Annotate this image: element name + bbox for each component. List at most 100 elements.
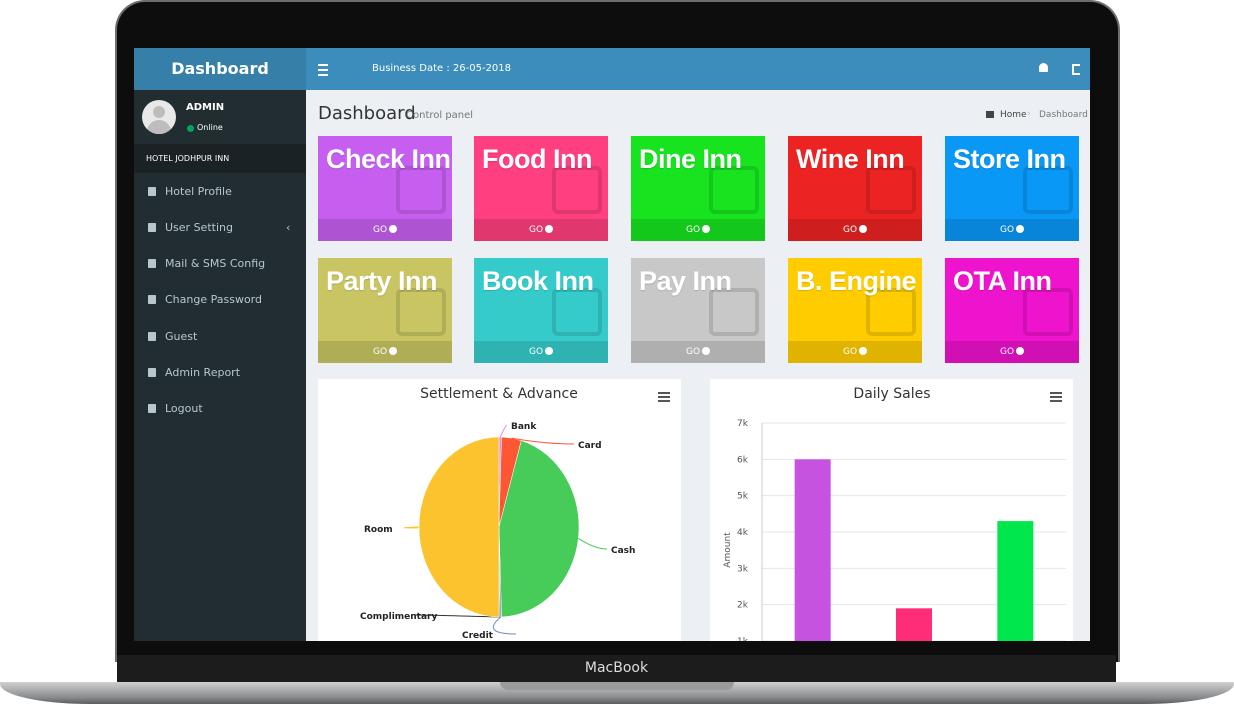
y-tick-label: 6k bbox=[737, 455, 749, 465]
pie-label: Complimentary bbox=[360, 612, 437, 622]
menu-item[interactable]: Logout bbox=[134, 394, 306, 424]
chart-menu-icon bbox=[1050, 400, 1062, 402]
menu-item[interactable]: Change Password bbox=[134, 285, 306, 315]
bell-icon[interactable] bbox=[1039, 63, 1048, 72]
business-date: Business Date : 26-05-2018 bbox=[372, 63, 512, 74]
arrow-icon bbox=[389, 347, 398, 355]
bar bbox=[794, 459, 831, 641]
pie-label: Bank bbox=[511, 422, 537, 432]
tile[interactable]: Wine Inn GO bbox=[788, 136, 922, 241]
tile-link[interactable]: GO bbox=[474, 219, 608, 241]
menu-item[interactable]: User Setting ‹ bbox=[134, 213, 306, 243]
tile-link[interactable]: GO bbox=[788, 341, 922, 363]
chart-menu-icon bbox=[1050, 396, 1062, 398]
menu-item[interactable]: Admin Report bbox=[134, 358, 306, 388]
menu-label: Mail & SMS Config bbox=[165, 257, 266, 270]
pie-slice bbox=[498, 440, 580, 618]
menu-toggle[interactable] bbox=[318, 64, 328, 76]
arrow-icon bbox=[702, 347, 711, 355]
menu-icon bbox=[148, 223, 156, 232]
tile[interactable]: OTA Inn GO bbox=[945, 258, 1079, 363]
tile-label: Pay Inn bbox=[639, 266, 732, 296]
breadcrumb-home[interactable]: Home bbox=[1000, 110, 1027, 120]
tile-link-text[interactable]: GO bbox=[372, 347, 388, 357]
tile[interactable]: Party Inn GO bbox=[318, 258, 452, 363]
tile[interactable]: Pay Inn GO bbox=[631, 258, 765, 363]
pie-label: Room bbox=[364, 525, 393, 535]
screen: Dashboard ADMIN Online HOTEL JODHPUR INN… bbox=[134, 48, 1090, 641]
tile-link-text[interactable]: GO bbox=[999, 225, 1015, 235]
arrow-icon bbox=[545, 225, 554, 233]
arrow-icon bbox=[859, 225, 868, 233]
breadcrumb-sep: › bbox=[1027, 109, 1031, 119]
tile-watermark bbox=[709, 288, 759, 336]
bar-chart: Daily Sales Amount 1k 2k 3k 4k 5k 6k 7k bbox=[723, 386, 1066, 641]
tile-link[interactable]: GO bbox=[631, 341, 765, 363]
logout-icon[interactable] bbox=[1072, 64, 1080, 75]
tile-link[interactable]: GO bbox=[788, 219, 922, 241]
tile-link-text[interactable]: GO bbox=[842, 347, 858, 357]
tile-link-text[interactable]: GO bbox=[685, 347, 701, 357]
tile-link-text[interactable]: GO bbox=[685, 225, 701, 235]
laptop-base bbox=[0, 682, 1234, 704]
tile[interactable]: Book Inn GO bbox=[474, 258, 608, 363]
menu-label: Guest bbox=[165, 330, 198, 343]
tile-link[interactable]: GO bbox=[318, 341, 452, 363]
menu-icon bbox=[148, 332, 156, 341]
arrow-icon bbox=[389, 225, 398, 233]
tile-link[interactable]: GO bbox=[474, 341, 608, 363]
status-dot bbox=[187, 125, 194, 132]
y-tick-label: 7k bbox=[737, 419, 749, 429]
pie-connector bbox=[499, 424, 508, 438]
tile[interactable]: Check Inn GO bbox=[318, 136, 452, 241]
pie-connector bbox=[578, 537, 608, 550]
tile-label: Party Inn bbox=[326, 266, 438, 296]
tile-watermark bbox=[866, 288, 916, 336]
breadcrumb-current: Dashboard bbox=[1039, 110, 1088, 120]
tile-link-text[interactable]: GO bbox=[372, 225, 388, 235]
menu-item[interactable]: Mail & SMS Config bbox=[134, 249, 306, 279]
bar-panel: Daily Sales Amount 1k 2k 3k 4k 5k 6k 7k bbox=[710, 379, 1073, 641]
logo[interactable]: Dashboard bbox=[134, 48, 306, 90]
hotel-bar bbox=[134, 144, 306, 173]
pie-connector bbox=[511, 437, 575, 445]
tile-label: OTA Inn bbox=[953, 266, 1052, 296]
tile-link[interactable]: GO bbox=[631, 219, 765, 241]
tile-link-text[interactable]: GO bbox=[842, 225, 858, 235]
tile[interactable]: Dine Inn GO bbox=[631, 136, 765, 241]
tile-label: B. Engine bbox=[796, 266, 917, 296]
menu-icon bbox=[148, 187, 156, 196]
menu-label: Change Password bbox=[165, 293, 262, 306]
tile[interactable]: Food Inn GO bbox=[474, 136, 608, 241]
tile[interactable]: Store Inn GO bbox=[945, 136, 1079, 241]
tile-link[interactable]: GO bbox=[945, 219, 1079, 241]
y-axis-label: Amount bbox=[723, 532, 733, 568]
arrow-icon bbox=[545, 347, 554, 355]
tile-label: Food Inn bbox=[482, 144, 592, 174]
tile-link[interactable]: GO bbox=[945, 341, 1079, 363]
menu-arrow: ‹ bbox=[286, 221, 291, 234]
arrow-icon bbox=[702, 225, 711, 233]
y-tick-label: 4k bbox=[737, 528, 749, 538]
bar bbox=[896, 608, 932, 641]
menu-label: Hotel Profile bbox=[165, 185, 232, 198]
user-status: Online bbox=[197, 123, 223, 132]
menu-item[interactable]: Guest bbox=[134, 322, 306, 352]
tile[interactable]: B. Engine GO bbox=[788, 258, 922, 363]
laptop-notch bbox=[500, 682, 734, 690]
chart-menu-icon bbox=[658, 400, 670, 402]
page-title: Dashboard bbox=[318, 103, 416, 124]
tile-link-text[interactable]: GO bbox=[528, 347, 544, 357]
menu-icon bbox=[148, 368, 156, 377]
menu-icon bbox=[148, 259, 156, 268]
tile-link-text[interactable]: GO bbox=[999, 347, 1015, 357]
pie-connector bbox=[492, 616, 517, 635]
tile-link-text[interactable]: GO bbox=[528, 225, 544, 235]
pie-panel: Settlement & Advance Bank Card Cash Credit Co… bbox=[318, 379, 681, 641]
device-label: MacBook bbox=[584, 660, 649, 676]
arrow-icon bbox=[1016, 225, 1025, 233]
chart-title: Settlement & Advance bbox=[420, 386, 578, 402]
menu-item[interactable]: Hotel Profile bbox=[134, 177, 306, 207]
tile-link[interactable]: GO bbox=[318, 219, 452, 241]
